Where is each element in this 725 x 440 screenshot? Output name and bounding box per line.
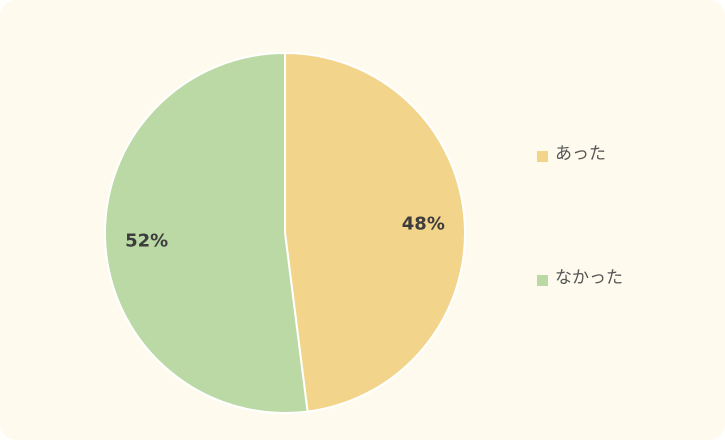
- value-label: 48%: [402, 213, 445, 234]
- legend-swatch: [537, 151, 548, 162]
- legend-swatch: [537, 275, 548, 286]
- value-label: 52%: [125, 231, 168, 252]
- legend-label: なかった: [555, 268, 623, 288]
- legend-label: あった: [555, 144, 606, 164]
- pie-slice: [284, 51, 466, 413]
- pie-slice: [104, 51, 309, 414]
